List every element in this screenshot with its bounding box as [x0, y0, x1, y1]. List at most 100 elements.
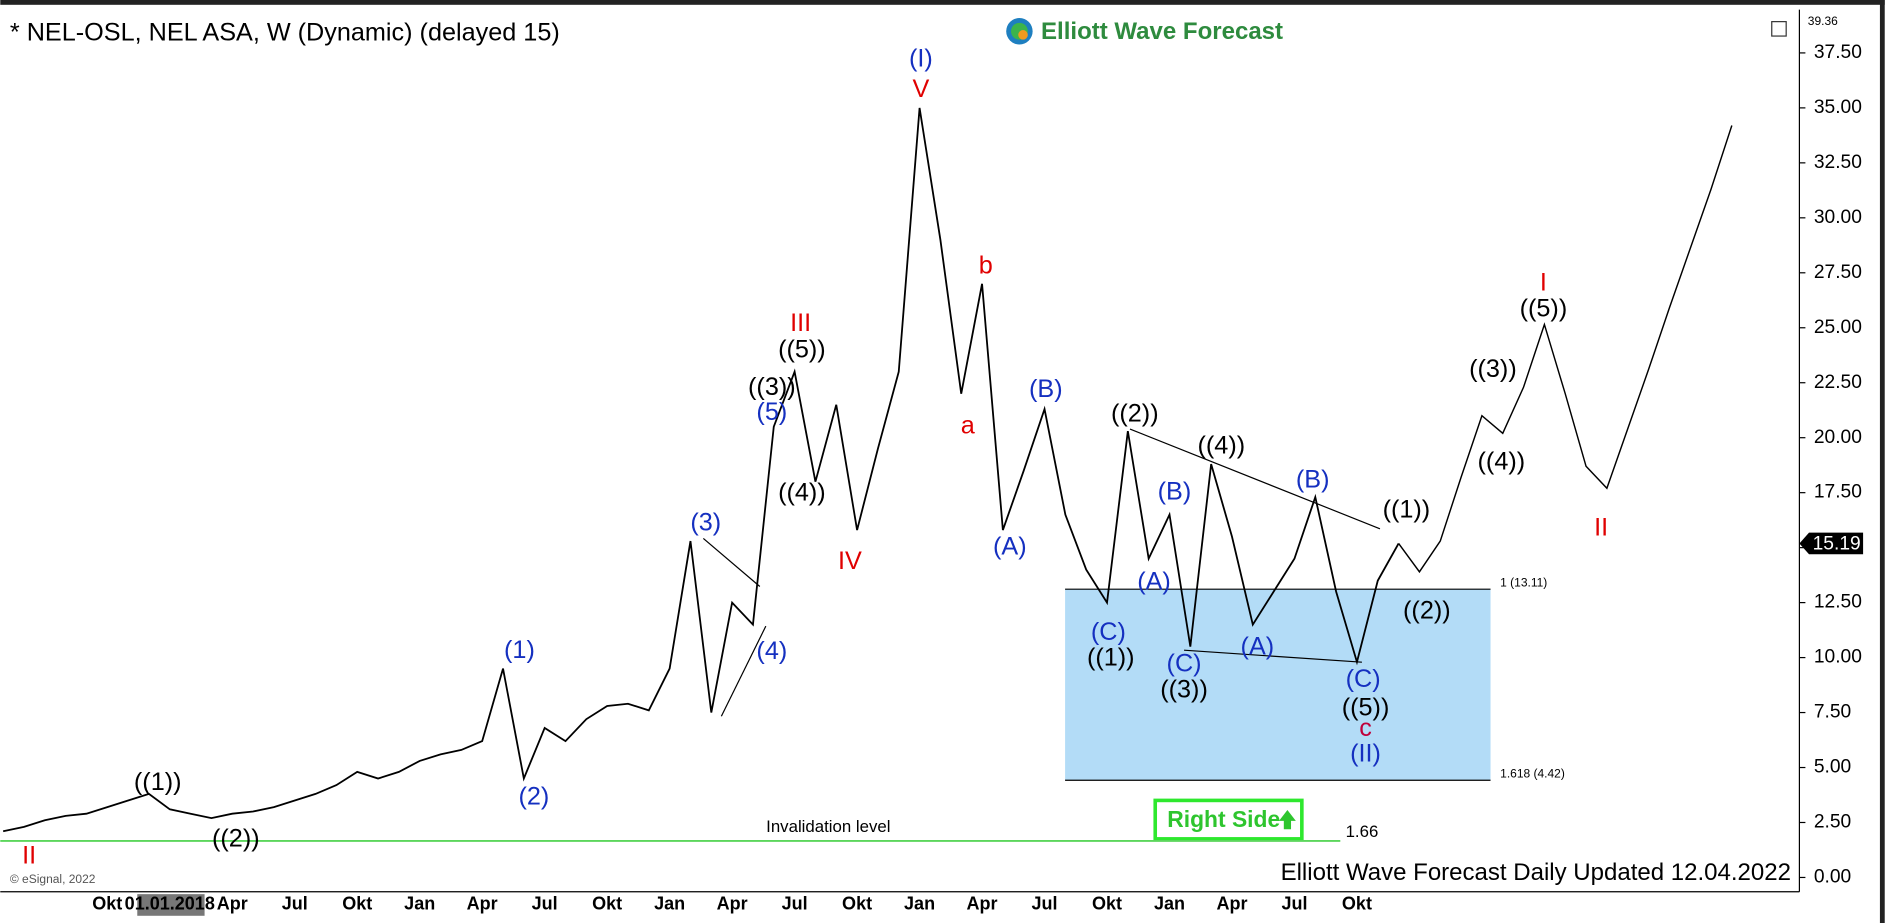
wave-label: a: [961, 411, 976, 439]
y-tick-label: 2.50: [1814, 812, 1851, 833]
wave-label: (A): [1241, 632, 1275, 660]
triangle-line: [1184, 649, 1362, 663]
wave-label: ((2)): [1403, 596, 1451, 624]
x-tick-label: Jan: [1154, 894, 1185, 914]
wave-label: (4): [756, 637, 787, 665]
y-tick-label: 10.00: [1814, 647, 1862, 668]
wave-label: (3): [690, 509, 721, 537]
x-tick-label: Apr: [717, 894, 748, 914]
wave-label: (I): [909, 45, 933, 73]
y-tick-label: 17.50: [1814, 482, 1862, 503]
y-tick-label: 12.50: [1814, 592, 1862, 613]
y-tick-label: 32.50: [1814, 152, 1862, 173]
x-tick-label: Okt: [592, 894, 622, 914]
wave-label: II: [1594, 513, 1608, 541]
x-tick-label: 01.01.2018: [125, 894, 215, 914]
wave-label: (C): [1167, 649, 1202, 677]
wave-label: b: [979, 251, 993, 279]
x-tick-label: Apr: [467, 894, 498, 914]
y-tick-label: 20.00: [1814, 427, 1862, 448]
invalidation-value: 1.66: [1346, 822, 1379, 841]
wave-label: ((4)): [778, 479, 826, 507]
price-line: [2, 107, 1400, 833]
y-axis-top: 39.36: [1808, 14, 1838, 28]
wave-label: ((1)): [1383, 495, 1431, 523]
invalidation-label: Invalidation level: [766, 817, 890, 836]
wave-label: (2): [518, 783, 549, 811]
frame-top: [0, 0, 1885, 5]
wave-label: (B): [1296, 465, 1330, 493]
x-tick-label: Apr: [967, 894, 998, 914]
wave-label: ((3)): [1160, 676, 1208, 704]
price-tag-label: 15.19: [1813, 534, 1861, 555]
y-tick-label: 25.00: [1814, 317, 1862, 338]
wave-label: (II): [1350, 739, 1381, 767]
wave-label: (B): [1029, 375, 1063, 403]
right-side-button[interactable]: Right Side: [1153, 798, 1304, 841]
x-tick-label: Jul: [282, 894, 308, 914]
logo-dot: [1018, 30, 1028, 40]
date-highlight: [137, 894, 205, 916]
y-tick-label: 37.50: [1814, 42, 1862, 63]
y-tick-label: 7.50: [1814, 702, 1851, 723]
x-tick-label: Jan: [654, 894, 685, 914]
x-tick-label: Okt: [842, 894, 872, 914]
brand-name: Elliott Wave Forecast: [1041, 18, 1283, 45]
wave-label: ((4)): [1478, 447, 1526, 475]
footer: Elliott Wave Forecast Daily Updated 12.0…: [1281, 859, 1791, 886]
wave-label: (C): [1091, 618, 1126, 646]
x-tick-label: Jul: [532, 894, 558, 914]
wave-label: I: [1540, 268, 1547, 296]
x-tick-label: Apr: [217, 894, 248, 914]
wave-label: ((1)): [134, 768, 182, 796]
button-arrow[interactable]: [1279, 810, 1296, 830]
y-tick-label: 0.00: [1814, 867, 1851, 888]
wave-label: ((5)): [1520, 295, 1568, 323]
button-frame[interactable]: [1153, 798, 1304, 841]
y-tick-label: 35.00: [1814, 97, 1862, 118]
x-tick-label: Jan: [404, 894, 435, 914]
price-tag: [1799, 532, 1864, 555]
wave-label: ((2)): [212, 825, 260, 853]
window-icon: [1771, 21, 1787, 37]
x-tick-label: Jul: [1281, 894, 1307, 914]
fib-label: 1 (13.11): [1500, 575, 1547, 589]
wave-label: (A): [1137, 568, 1171, 596]
wedge-line: [702, 537, 761, 587]
wave-label: (B): [1158, 477, 1192, 505]
y-tick-label: 30.00: [1814, 207, 1862, 228]
x-tick-label: Okt: [342, 894, 372, 914]
wave-label: (A): [993, 533, 1027, 561]
copyright: © eSignal, 2022: [10, 872, 96, 886]
y-tick-label: 5.00: [1814, 757, 1851, 778]
wave-label: ((5)): [778, 336, 826, 364]
frame-right: [1879, 0, 1885, 923]
button-label[interactable]: Right Side: [1167, 806, 1280, 832]
wave-label: ((3)): [1469, 355, 1517, 383]
wave-label: II: [22, 842, 36, 870]
x-tick-label: Okt: [1092, 894, 1122, 914]
y-tick-label: 27.50: [1814, 262, 1862, 283]
wave-label: ((3)): [748, 373, 796, 401]
x-tick-label: Jul: [782, 894, 808, 914]
wave-label: III: [790, 309, 811, 337]
wave-label: V: [912, 75, 929, 103]
wave-label: (5): [756, 398, 787, 426]
projection-line: [1398, 125, 1733, 574]
wave-label: ((1)): [1087, 643, 1135, 671]
wedge-line: [720, 625, 767, 717]
x-tick-label: Jan: [904, 894, 935, 914]
wave-label: (1): [504, 636, 535, 664]
wave-label: ((4)): [1198, 432, 1246, 460]
triangle-line: [1129, 428, 1381, 530]
x-tick-label: Okt: [92, 894, 122, 914]
wave-label: ((5)): [1342, 694, 1390, 722]
x-tick-label: Jul: [1032, 894, 1058, 914]
wave-label: c: [1359, 714, 1372, 742]
y-tick-label: 22.50: [1814, 372, 1862, 393]
fib-label: 1.618 (4.42): [1500, 766, 1565, 780]
wave-label: ((2)): [1111, 399, 1159, 427]
